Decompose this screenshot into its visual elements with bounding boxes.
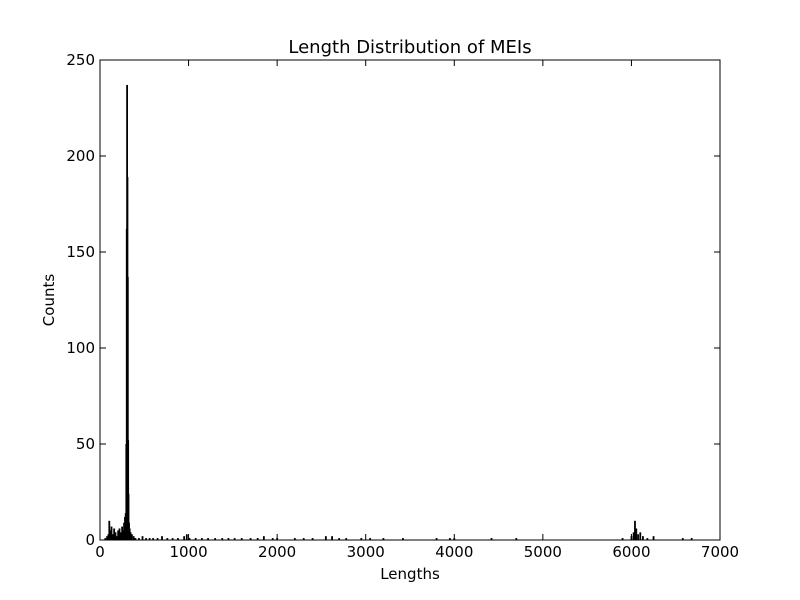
bars-group [104, 84, 693, 541]
histogram-bar [141, 536, 144, 540]
histogram-bar [207, 538, 209, 540]
y-tick-label: 200 [66, 147, 95, 165]
histogram-bar [126, 276, 129, 540]
histogram-bar [166, 538, 169, 540]
histogram-bar [302, 538, 305, 540]
histogram-bar [637, 534, 639, 540]
histogram-bar [104, 538, 107, 540]
y-tick-label: 50 [76, 435, 95, 453]
histogram-bar [331, 536, 333, 540]
histogram-bar [221, 538, 224, 540]
histogram-bar [632, 532, 635, 540]
x-tick-label: 6000 [612, 543, 650, 561]
histogram-bar [256, 538, 259, 540]
x-tick-label: 1000 [169, 543, 207, 561]
histogram-bar [118, 528, 121, 540]
histogram-bar [635, 528, 638, 540]
x-tick-label: 3000 [347, 543, 385, 561]
histogram-bar [621, 538, 624, 540]
x-axis-label: Lengths [380, 565, 440, 583]
histogram-bar [338, 538, 341, 540]
histogram-bar [227, 538, 230, 540]
histogram-bar [109, 530, 112, 540]
histogram-bar [130, 534, 133, 540]
histogram-bar [382, 538, 385, 540]
histogram-bar [200, 538, 203, 540]
histogram-bar [681, 538, 684, 540]
histogram-bar [185, 534, 188, 540]
histogram-bar [369, 538, 372, 540]
y-tick-label: 100 [66, 339, 95, 357]
histogram-bar [490, 538, 493, 540]
histogram-bar [188, 538, 191, 540]
histogram-bar [639, 532, 642, 540]
histogram-bar [132, 536, 135, 540]
histogram-bar [402, 538, 404, 540]
histogram-bar [345, 538, 348, 540]
ticks-group: 0 1000 2000 3000 4000 5000 6000 7000 0 50 100 150 20… [66, 51, 739, 561]
histogram-bar [119, 532, 122, 540]
y-tick-label: 0 [85, 531, 95, 549]
y-tick-label: 250 [66, 51, 95, 69]
histogram-bar [652, 536, 655, 540]
histogram-bar [138, 538, 140, 540]
histogram-bar [183, 536, 186, 540]
histogram-bar [127, 493, 130, 540]
histogram-bar [148, 538, 151, 540]
histogram-bar [515, 538, 518, 540]
histogram-bar [127, 440, 130, 540]
histogram-bar [690, 538, 693, 540]
histogram-bar [114, 532, 117, 540]
x-tick-label: 7000 [701, 543, 739, 561]
histogram-bar [642, 536, 644, 540]
histogram-bar [435, 538, 438, 540]
histogram-bar [293, 538, 296, 540]
histogram-bar [634, 520, 636, 540]
histogram-bar [262, 536, 265, 540]
histogram-bar [448, 538, 451, 540]
histogram-bar [110, 526, 113, 540]
y-tick-label: 150 [66, 243, 95, 261]
y-axis-label: Counts [40, 274, 58, 327]
histogram-bar [311, 538, 314, 540]
histogram-bar [194, 538, 197, 540]
chart-title: Length Distribution of MEIs [288, 37, 531, 58]
histogram-bar [117, 530, 120, 540]
histogram-bar [214, 538, 217, 540]
histogram-bar [249, 538, 252, 540]
histogram-bar [177, 538, 179, 540]
histogram-bar [113, 528, 116, 540]
histogram-bar [152, 538, 155, 540]
histogram-bar [121, 526, 124, 540]
histogram-bar [156, 538, 159, 540]
histogram-bar [240, 538, 243, 540]
histogram-bar [115, 536, 118, 540]
histogram-bar [324, 536, 327, 540]
histogram-bar [171, 538, 174, 540]
histogram-bar [360, 538, 363, 540]
histogram-bar [161, 536, 163, 540]
histogram-bar [106, 536, 108, 540]
histogram-bar [129, 532, 132, 540]
plot-frame [99, 59, 721, 541]
histogram-bar [646, 538, 649, 540]
histogram-bar [145, 538, 147, 540]
x-tick-label: 4000 [435, 543, 473, 561]
histogram-bar [111, 534, 114, 540]
histogram-bar [271, 538, 274, 540]
x-tick-label: 5000 [524, 543, 562, 561]
histogram-bar [134, 538, 137, 540]
x-tick-label: 2000 [258, 543, 296, 561]
histogram-bar [233, 538, 236, 540]
x-tick-label: 0 [95, 543, 105, 561]
